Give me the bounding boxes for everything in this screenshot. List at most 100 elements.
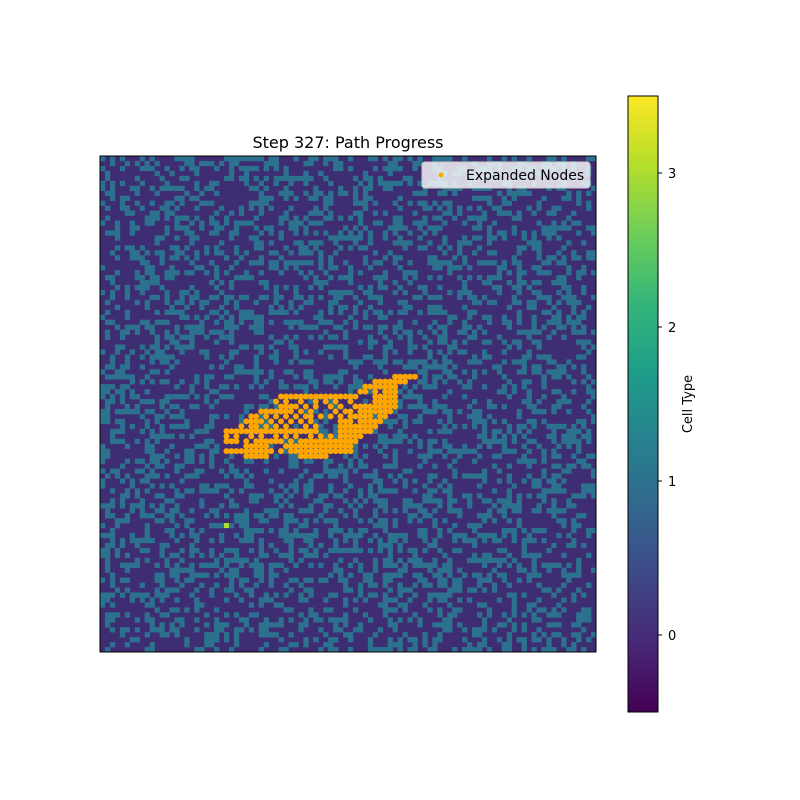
wall-cell <box>308 532 314 539</box>
wall-cell <box>526 190 532 196</box>
wall-cell <box>328 215 334 221</box>
wall-cell <box>154 473 160 479</box>
wall-cell <box>476 602 483 608</box>
wall-cell <box>308 294 314 301</box>
wall-cell <box>531 537 537 544</box>
expanded-node-point <box>233 438 240 445</box>
wall-cell <box>472 294 478 301</box>
wall-cell <box>258 423 264 430</box>
wall-cell <box>238 156 245 162</box>
wall-cell <box>511 557 517 564</box>
wall-cell <box>447 443 453 449</box>
wall-cell <box>189 344 195 350</box>
wall-cell <box>362 473 369 479</box>
wall-cell <box>352 597 359 603</box>
wall-cell <box>164 448 170 454</box>
wall-cell <box>100 503 106 509</box>
wall-cell <box>551 607 557 613</box>
wall-cell <box>476 523 483 529</box>
wall-cell <box>412 165 418 172</box>
wall-cell <box>219 532 225 539</box>
wall-cell <box>417 413 423 420</box>
wall-cell <box>328 195 334 201</box>
wall-cell <box>154 275 160 281</box>
wall-cell <box>303 597 309 603</box>
wall-cell <box>402 240 408 246</box>
wall-cell <box>501 156 508 162</box>
wall-cell <box>174 413 180 420</box>
wall-cell <box>149 329 155 335</box>
wall-cell <box>109 528 116 534</box>
wall-cell <box>338 627 344 633</box>
expanded-node-point <box>357 433 364 440</box>
wall-cell <box>427 582 433 588</box>
wall-cell <box>258 528 264 534</box>
wall-cell <box>169 200 175 206</box>
wall-cell <box>501 572 508 578</box>
wall-cell <box>452 498 458 504</box>
expanded-node-point <box>238 448 245 455</box>
wall-cell <box>338 468 344 474</box>
wall-cell <box>432 319 438 325</box>
wall-cell <box>372 582 379 588</box>
wall-cell <box>362 399 369 405</box>
wall-cell <box>412 642 418 648</box>
wall-cell <box>224 632 230 638</box>
wall-cell <box>571 304 577 311</box>
wall-cell <box>481 354 488 360</box>
wall-cell <box>273 284 279 291</box>
wall-cell <box>338 160 344 167</box>
wall-cell <box>496 508 503 514</box>
wall-cell <box>372 294 379 301</box>
wall-cell <box>194 379 200 385</box>
wall-cell <box>531 572 537 578</box>
wall-cell <box>149 359 155 365</box>
wall-cell <box>109 180 116 187</box>
wall-cell <box>432 374 438 380</box>
wall-cell <box>397 265 403 271</box>
wall-cell <box>447 319 453 325</box>
wall-cell <box>258 562 264 568</box>
expanded-node-point <box>307 408 314 415</box>
wall-cell <box>228 170 235 177</box>
expanded-node-point <box>278 393 285 400</box>
wall-cell <box>447 245 453 251</box>
wall-cell <box>179 175 185 182</box>
wall-cell <box>491 250 498 256</box>
wall-cell <box>119 334 126 340</box>
wall-cell <box>506 642 512 648</box>
wall-cell <box>209 642 215 648</box>
wall-cell <box>174 299 180 306</box>
wall-cell <box>526 458 532 464</box>
wall-cell <box>228 294 235 301</box>
wall-cell <box>283 260 289 266</box>
wall-cell <box>253 567 260 573</box>
wall-cell <box>566 443 572 449</box>
wall-cell <box>457 379 463 385</box>
wall-cell <box>159 592 165 598</box>
wall-cell <box>278 379 284 385</box>
wall-cell <box>521 190 527 196</box>
wall-cell <box>278 230 284 236</box>
wall-cell <box>268 632 274 638</box>
wall-cell <box>427 453 433 459</box>
wall-cell <box>333 518 339 524</box>
wall-cell <box>486 260 493 266</box>
wall-cell <box>124 359 131 365</box>
wall-cell <box>194 473 200 479</box>
wall-cell <box>392 622 398 628</box>
wall-cell <box>154 250 160 256</box>
wall-cell <box>521 453 527 459</box>
wall-cell <box>586 607 592 613</box>
wall-cell <box>422 453 428 459</box>
wall-cell <box>134 190 140 196</box>
wall-cell <box>362 463 369 469</box>
wall-cell <box>253 572 260 578</box>
wall-cell <box>397 389 403 395</box>
wall-cell <box>129 423 136 430</box>
wall-cell <box>437 637 443 643</box>
wall-cell <box>352 235 359 241</box>
wall-cell <box>546 612 552 618</box>
wall-cell <box>452 339 458 345</box>
wall-cell <box>352 443 359 449</box>
